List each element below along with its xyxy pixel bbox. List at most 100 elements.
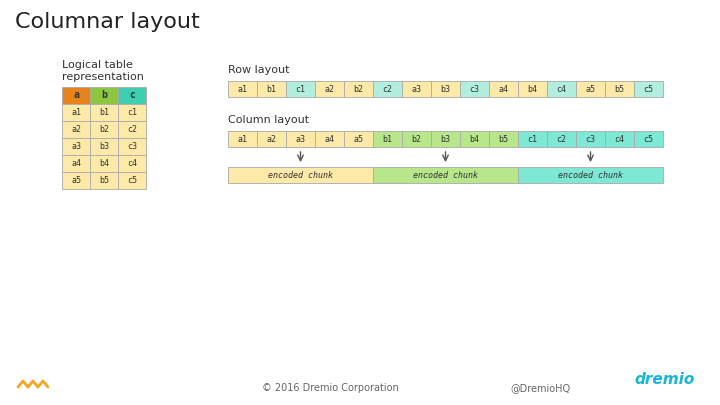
Text: c4: c4: [614, 134, 624, 143]
Text: c5: c5: [127, 176, 137, 185]
Bar: [634, 81, 663, 97]
Text: b3: b3: [99, 142, 109, 151]
Text: b3: b3: [441, 134, 451, 143]
Text: c2: c2: [382, 85, 392, 94]
Text: a1: a1: [71, 108, 81, 117]
Text: a1: a1: [238, 134, 248, 143]
Text: a2: a2: [266, 134, 276, 143]
Bar: [605, 81, 634, 97]
Bar: [373, 81, 402, 97]
Bar: [460, 81, 489, 97]
Bar: [460, 131, 489, 147]
Bar: [62, 138, 90, 155]
Bar: [62, 87, 90, 104]
Text: b1: b1: [266, 85, 276, 94]
Text: b: b: [101, 90, 107, 100]
Bar: [62, 155, 90, 172]
Bar: [344, 81, 373, 97]
Bar: [576, 131, 605, 147]
Text: b5: b5: [614, 85, 624, 94]
Text: a: a: [73, 90, 79, 100]
Text: a2: a2: [71, 125, 81, 134]
Bar: [518, 167, 663, 183]
Text: a5: a5: [354, 134, 364, 143]
Text: Row layout: Row layout: [228, 65, 289, 75]
Text: a3: a3: [71, 142, 81, 151]
Bar: [518, 131, 547, 147]
Bar: [90, 138, 118, 155]
Text: a3: a3: [412, 85, 421, 94]
Bar: [431, 81, 460, 97]
Text: b4: b4: [99, 159, 109, 168]
Bar: [518, 81, 547, 97]
Bar: [576, 81, 605, 97]
Text: b3: b3: [441, 85, 451, 94]
Bar: [286, 131, 315, 147]
Bar: [228, 167, 373, 183]
Bar: [634, 131, 663, 147]
Text: a4: a4: [71, 159, 81, 168]
Bar: [286, 81, 315, 97]
Text: encoded chunk: encoded chunk: [558, 171, 623, 179]
Bar: [315, 131, 344, 147]
Text: b2: b2: [99, 125, 109, 134]
Bar: [90, 104, 118, 121]
Text: © 2016 Dremio Corporation: © 2016 Dremio Corporation: [261, 383, 398, 393]
Text: b1: b1: [382, 134, 392, 143]
Text: Logical table
representation: Logical table representation: [62, 60, 144, 81]
Text: b1: b1: [99, 108, 109, 117]
Text: c1: c1: [295, 85, 305, 94]
Text: c: c: [129, 90, 135, 100]
Text: Columnar layout: Columnar layout: [15, 12, 199, 32]
Bar: [62, 121, 90, 138]
Bar: [547, 131, 576, 147]
Text: b2: b2: [354, 85, 364, 94]
Bar: [90, 155, 118, 172]
Text: dremio: dremio: [634, 372, 695, 387]
Text: b4: b4: [469, 134, 480, 143]
Bar: [489, 81, 518, 97]
Bar: [90, 87, 118, 104]
Bar: [118, 104, 146, 121]
Bar: [402, 131, 431, 147]
Text: a5: a5: [585, 85, 595, 94]
Bar: [118, 87, 146, 104]
Text: c3: c3: [585, 134, 595, 143]
Bar: [118, 138, 146, 155]
Text: b5: b5: [498, 134, 508, 143]
Text: c3: c3: [469, 85, 480, 94]
Bar: [344, 131, 373, 147]
Text: b2: b2: [412, 134, 421, 143]
Bar: [547, 81, 576, 97]
Text: a4: a4: [498, 85, 508, 94]
Text: a3: a3: [295, 134, 305, 143]
Text: c4: c4: [557, 85, 567, 94]
Text: c1: c1: [528, 134, 538, 143]
Text: c2: c2: [557, 134, 567, 143]
Text: a5: a5: [71, 176, 81, 185]
Text: c4: c4: [127, 159, 137, 168]
Bar: [315, 81, 344, 97]
Bar: [373, 131, 402, 147]
Bar: [257, 131, 286, 147]
Bar: [228, 131, 257, 147]
Bar: [90, 121, 118, 138]
Bar: [90, 172, 118, 189]
Text: a2: a2: [325, 85, 335, 94]
Bar: [257, 81, 286, 97]
Bar: [605, 131, 634, 147]
Text: @DremioHQ: @DremioHQ: [510, 383, 570, 393]
Bar: [118, 155, 146, 172]
Bar: [402, 81, 431, 97]
Text: a4: a4: [325, 134, 335, 143]
Text: b5: b5: [99, 176, 109, 185]
Text: encoded chunk: encoded chunk: [413, 171, 478, 179]
Text: c3: c3: [127, 142, 137, 151]
Text: c2: c2: [127, 125, 137, 134]
Text: b4: b4: [528, 85, 538, 94]
Text: c5: c5: [644, 85, 654, 94]
Text: a1: a1: [238, 85, 248, 94]
Bar: [62, 172, 90, 189]
Text: c1: c1: [127, 108, 137, 117]
Text: Column layout: Column layout: [228, 115, 309, 125]
